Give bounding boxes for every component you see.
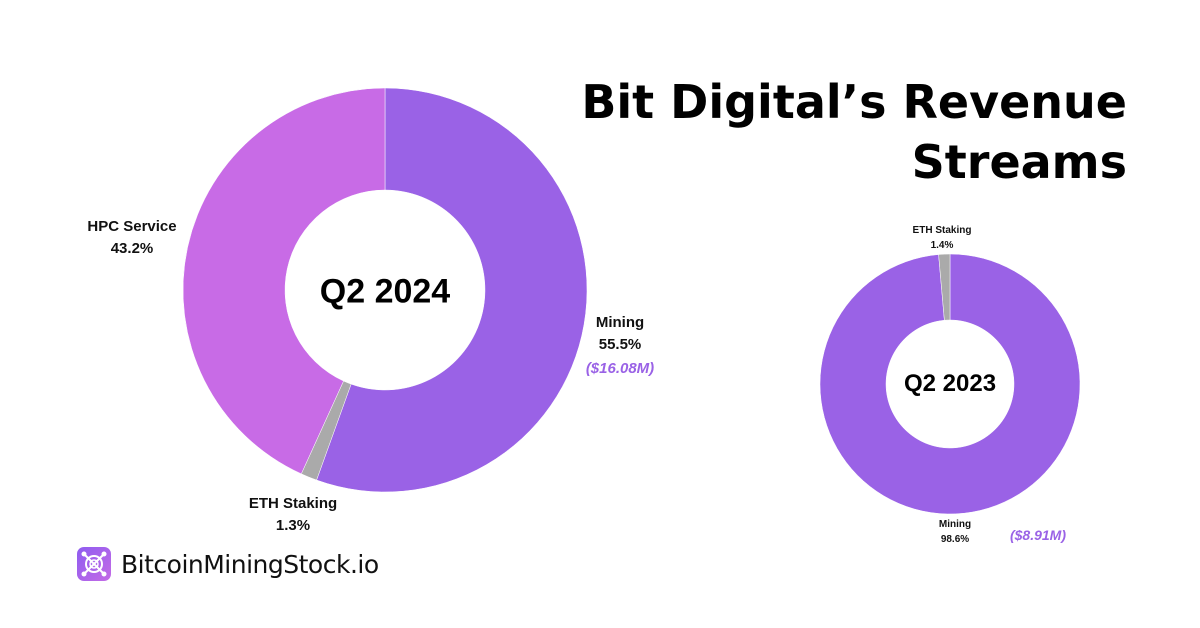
slice-mining-q2-2024 bbox=[316, 87, 588, 493]
slice-pct: 43.2% bbox=[110, 240, 154, 257]
slice-name: ETH Staking bbox=[912, 225, 972, 236]
slice-name: Mining bbox=[938, 519, 972, 530]
page-title: Bit Digital’s Revenue Streams bbox=[527, 72, 1127, 192]
slice-mining-q2-2023 bbox=[819, 253, 1081, 515]
label-mining-2023: Mining 98.6% bbox=[939, 517, 971, 547]
slice-pct: 1.3% bbox=[275, 517, 311, 534]
slice-pct: 98.6% bbox=[940, 534, 970, 545]
label-mining-2024: Mining 55.5% bbox=[596, 312, 644, 356]
brand-logo: BitcoinMiningStock.io bbox=[77, 547, 379, 581]
amount-mining-2023: ($8.91M) bbox=[1009, 527, 1067, 543]
slice-name: HPC Service bbox=[87, 218, 177, 235]
label-eth-2024: ETH Staking 1.3% bbox=[249, 493, 337, 537]
slice-eth-staking-q2-2023 bbox=[938, 253, 951, 321]
label-hpc-2024: HPC Service 43.2% bbox=[87, 216, 176, 260]
label-eth-2023: ETH Staking 1.4% bbox=[913, 223, 972, 253]
center-label-q2-2024: Q2 2024 bbox=[319, 272, 451, 311]
slice-name: ETH Staking bbox=[248, 495, 338, 512]
mining-chip-icon bbox=[81, 551, 107, 577]
title-line-2: Streams bbox=[911, 135, 1127, 189]
slice-name: Mining bbox=[595, 314, 645, 331]
logo-text: BitcoinMiningStock.io bbox=[121, 549, 379, 579]
center-label-q2-2023: Q2 2023 bbox=[903, 370, 997, 397]
slice-hpc-service-q2-2024 bbox=[182, 87, 386, 475]
logo-icon bbox=[77, 547, 111, 581]
slice-pct: 1.4% bbox=[930, 240, 954, 251]
title-line-1: Bit Digital’s Revenue bbox=[581, 75, 1127, 129]
slice-pct: 55.5% bbox=[598, 336, 642, 353]
amount-mining-2024: ($16.08M) bbox=[585, 360, 655, 377]
